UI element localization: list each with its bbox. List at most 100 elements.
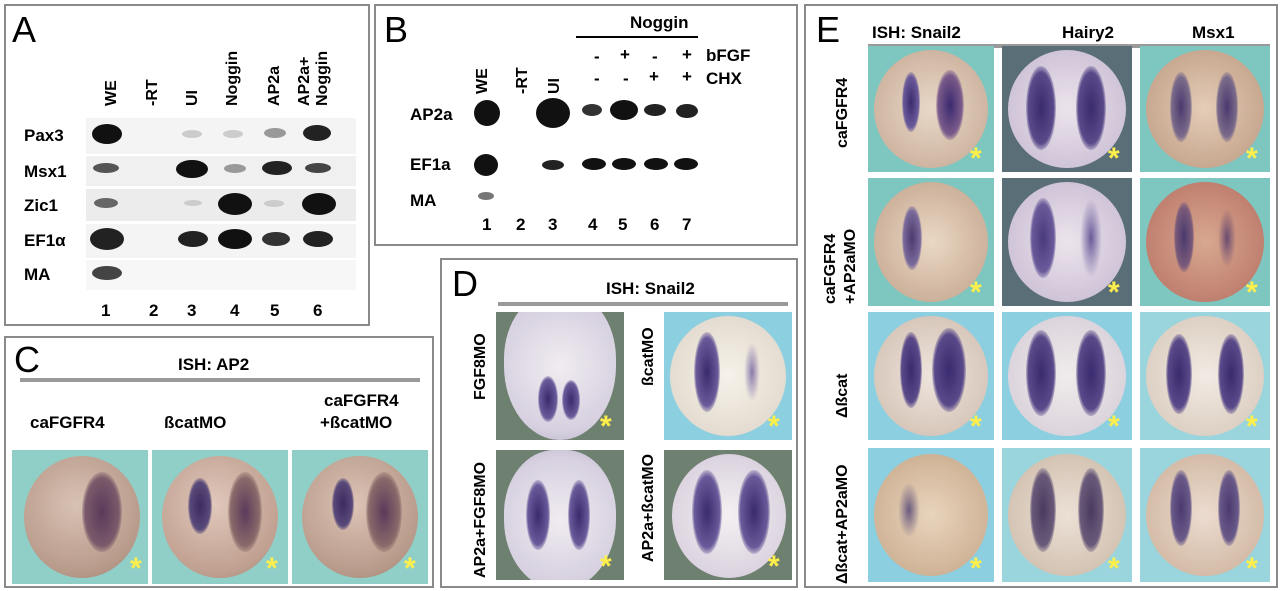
row-label-ef1a: EF1α <box>24 231 66 250</box>
row-label-ef1a: EF1a <box>410 155 451 174</box>
band <box>582 104 602 116</box>
embryo-photo: * <box>664 312 792 440</box>
row-label-cafgfr4: caFGFR4 <box>834 77 851 148</box>
row-label-fgf8mo: FGF8MO <box>472 333 489 400</box>
stain-region <box>1174 202 1194 272</box>
embryo <box>874 454 988 576</box>
stain-region <box>1216 72 1238 142</box>
embryo <box>1146 454 1264 576</box>
star-marker: * <box>266 552 278 584</box>
stain-region <box>568 480 590 550</box>
stain-region <box>898 482 920 538</box>
row-label-cafgfr4-ap2amo-1: caFGFR4 <box>822 233 839 304</box>
row-label-ma: MA <box>410 191 437 210</box>
embryo-photo: * <box>1002 312 1132 440</box>
lane-number: 6 <box>650 215 660 234</box>
band <box>176 160 208 178</box>
stain-region <box>1026 330 1056 416</box>
panel-b-label: B <box>384 9 409 50</box>
band <box>184 200 202 206</box>
star-marker: * <box>1246 142 1258 173</box>
lane-label-ap2a-noggin: AP2a+ Noggin <box>296 16 332 106</box>
embryo <box>670 316 786 436</box>
lane-label-ap2a: AP2a <box>266 65 283 106</box>
col-label-hairy2: Hairy2 <box>1062 23 1114 42</box>
band <box>536 98 570 128</box>
bfgf-sign: + <box>682 45 692 64</box>
lane-label-rt: -RT <box>514 67 531 94</box>
embryo-photo: * <box>868 178 994 306</box>
panel-c-label: C <box>14 339 40 380</box>
bfgf-sign: - <box>652 47 658 66</box>
embryo <box>1146 316 1264 436</box>
star-marker: * <box>970 276 982 307</box>
panel-e: E ISH: Snail2 Hairy2 Msx1 caFGFR4 caFGFR… <box>804 4 1278 588</box>
band <box>182 130 202 138</box>
stain-region <box>694 332 720 412</box>
band <box>582 158 606 170</box>
lane-number: 6 <box>313 301 323 320</box>
stain-region <box>744 342 760 402</box>
embryo-photo: * <box>1140 178 1270 306</box>
panel-a-label: A <box>12 9 37 50</box>
star-marker: * <box>1108 410 1120 441</box>
stain-region <box>1218 334 1244 414</box>
panel-d-title: ISH: Snail2 <box>606 279 695 298</box>
star-marker: * <box>970 142 982 173</box>
col-label-cafgfr4-bcatmo-2: +ßcatMO <box>320 413 393 432</box>
star-marker: * <box>970 410 982 441</box>
embryo-photo: * <box>868 312 994 440</box>
chx-sign: + <box>682 67 692 86</box>
lane-number: 3 <box>548 215 558 234</box>
bfgf-label: bFGF <box>706 46 751 65</box>
lane-label-ap2a-noggin-text: AP2a+ Noggin <box>296 50 331 106</box>
embryo-photo: * <box>1140 312 1270 440</box>
embryo-photo: * <box>1002 448 1132 582</box>
embryo <box>504 450 616 580</box>
lane-number: 4 <box>230 301 240 320</box>
band <box>223 130 243 138</box>
lane-number: 4 <box>588 215 598 234</box>
row-label-msx1: Msx1 <box>24 162 67 181</box>
gel-row-ma <box>86 260 356 290</box>
panel-b: B Noggin - + - + bFGF - - + + CHX WE -RT… <box>374 4 798 246</box>
lane-label-we: WE <box>103 80 120 106</box>
stain-region <box>738 470 770 554</box>
embryo <box>874 50 988 168</box>
lane-number: 1 <box>482 215 492 234</box>
band <box>92 266 122 280</box>
embryo-photo: * <box>496 312 624 440</box>
row-label-ap2a: AP2a <box>410 105 453 124</box>
panel-c-title-line <box>20 378 420 382</box>
star-marker: * <box>1246 410 1258 441</box>
band <box>474 154 498 176</box>
stain-region <box>902 206 922 270</box>
band <box>542 160 564 170</box>
band <box>674 158 698 170</box>
lane-number: 3 <box>187 301 197 320</box>
stain-region <box>1218 470 1240 546</box>
chx-sign: + <box>649 67 659 86</box>
lane-number: 1 <box>101 301 111 320</box>
embryo-photo: * <box>1002 46 1132 172</box>
star-marker: * <box>768 410 780 441</box>
row-label-zic1: Zic1 <box>24 196 59 215</box>
lane-number: 5 <box>270 301 280 320</box>
stain-region <box>1076 66 1106 150</box>
stain-region <box>188 478 212 534</box>
star-marker: * <box>1246 552 1258 583</box>
stain-region <box>936 70 964 140</box>
bfgf-sign: + <box>620 45 630 64</box>
star-marker: * <box>600 550 612 581</box>
panel-e-label: E <box>816 9 841 50</box>
embryo-photo: * <box>1140 46 1270 172</box>
stain-region <box>1218 208 1236 268</box>
embryo-photo: * <box>868 448 994 582</box>
band <box>90 228 124 250</box>
stain-region <box>228 472 262 552</box>
panel-a: A WE -RT UI Noggin AP2a AP2a+ Noggin Pax… <box>4 4 370 326</box>
stain-region <box>1026 66 1056 150</box>
band <box>478 192 494 200</box>
band <box>303 125 331 141</box>
stain-region <box>1030 468 1056 552</box>
